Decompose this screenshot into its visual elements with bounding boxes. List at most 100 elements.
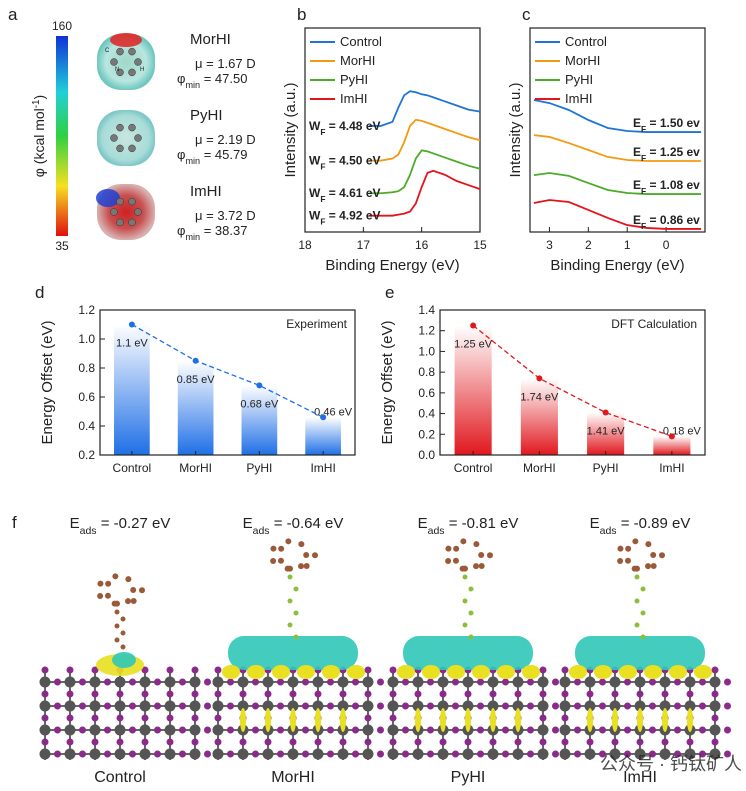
iodine-atom	[686, 738, 694, 746]
text-part: = 1.08 ev	[646, 178, 700, 192]
carbon-atom	[478, 562, 485, 569]
x-tick-label: 17	[357, 238, 371, 252]
charge-accumulation	[247, 665, 265, 679]
carbon-atom	[303, 552, 310, 558]
iodine-atom	[129, 678, 136, 686]
iodine-atom	[502, 702, 509, 710]
iodine-atom	[624, 678, 631, 686]
charge-accumulation	[644, 665, 662, 679]
iodine-atom	[539, 738, 547, 746]
panel-label: e	[385, 283, 394, 302]
iodine-atom	[66, 714, 74, 722]
iodine-atom	[649, 678, 656, 686]
lead-atom	[362, 724, 374, 736]
iodine-atom	[586, 690, 594, 698]
atom	[110, 134, 118, 142]
iodine-atom	[129, 702, 136, 710]
phi-min: φmin = 45.79	[177, 147, 247, 166]
lead-atom	[412, 748, 424, 760]
charge-accumulation	[290, 708, 296, 732]
lead-atom	[212, 748, 224, 760]
structure-name: PyHI	[451, 769, 486, 786]
lead-atom	[537, 700, 549, 712]
text-part: φ	[177, 147, 185, 162]
adsorption-energy: Eads = -0.27 eV	[70, 515, 171, 537]
iodine-atom	[104, 726, 111, 734]
iodine-atom	[116, 738, 124, 746]
x-tick-label: PyHI	[246, 461, 272, 475]
iodine-atom	[141, 714, 149, 722]
iodine-atom	[599, 702, 606, 710]
x-axis-label: Binding Energy (eV)	[325, 257, 459, 274]
iodine-atom	[79, 726, 86, 734]
iodine-atom	[327, 702, 334, 710]
y-axis-label: Energy Offset (eV)	[39, 321, 56, 445]
lead-atom	[189, 748, 201, 760]
iodine-atom	[327, 726, 334, 734]
x-tick-label: 1	[624, 238, 631, 252]
iodine-atom	[277, 726, 284, 734]
carbon-atom	[285, 538, 292, 545]
iodine-atom	[636, 738, 644, 746]
carbon-atom	[125, 598, 132, 605]
molecule-name: MorHI	[190, 31, 231, 48]
iodine-atom	[402, 726, 409, 734]
lead-atom	[487, 676, 499, 688]
subscript: min	[185, 80, 200, 90]
iodine-atom	[227, 750, 234, 758]
lead-atom	[387, 676, 399, 688]
carbon-atom	[97, 580, 104, 587]
lead-atom	[114, 676, 126, 688]
iodine-atom	[711, 714, 719, 722]
lead-atom	[584, 676, 596, 688]
carbon-atom	[624, 557, 631, 564]
atom	[116, 218, 124, 227]
point	[536, 375, 543, 382]
iodine-atom	[214, 714, 222, 722]
x-tick-label: Control	[454, 461, 493, 475]
iodine-atom	[116, 714, 124, 722]
chain-atom	[287, 622, 293, 628]
lead-atom	[634, 676, 646, 688]
chain-atom	[640, 586, 646, 592]
charge-accumulation	[347, 665, 365, 679]
iodine-atom	[179, 678, 186, 686]
lead-atom	[537, 748, 549, 760]
iodine-atom	[711, 690, 719, 698]
chain-atom	[114, 623, 120, 629]
iodine-atom	[66, 666, 74, 674]
lead-atom	[164, 724, 176, 736]
lead-atom	[287, 748, 299, 760]
lead-atom	[64, 724, 76, 736]
text-part: φ	[177, 71, 185, 86]
text-part: = -0.81 eV	[445, 515, 519, 532]
lead-atom	[139, 676, 151, 688]
lead-atom	[537, 724, 549, 736]
lead-atom	[634, 748, 646, 760]
carbon-atom	[625, 545, 632, 552]
chain-atom	[293, 634, 299, 640]
legend-label: MorHI	[340, 53, 375, 68]
iodine-atom	[711, 666, 719, 674]
subscript: F	[320, 127, 325, 137]
lead-atom	[437, 748, 449, 760]
colorbar-tick: 35	[55, 239, 69, 253]
charge-accumulation	[297, 665, 315, 679]
plot-frame	[99, 309, 356, 456]
lead-atom	[362, 676, 374, 688]
chain-atom	[462, 574, 468, 580]
chain-atom	[468, 610, 474, 616]
charge-accumulation	[222, 665, 240, 679]
molecule-name: ImHI	[190, 183, 222, 200]
fermi-level-label: EF = 1.25 ev	[633, 145, 700, 163]
chain-atom	[640, 634, 646, 640]
iodine-atom	[599, 678, 606, 686]
iodine-atom	[204, 678, 211, 686]
iodine-atom	[204, 750, 211, 758]
iodine-atom	[252, 702, 259, 710]
lead-atom	[64, 676, 76, 688]
iodine-atom	[724, 750, 731, 758]
lead-atom	[39, 724, 51, 736]
subscript: ads	[80, 525, 97, 537]
point	[668, 433, 675, 440]
